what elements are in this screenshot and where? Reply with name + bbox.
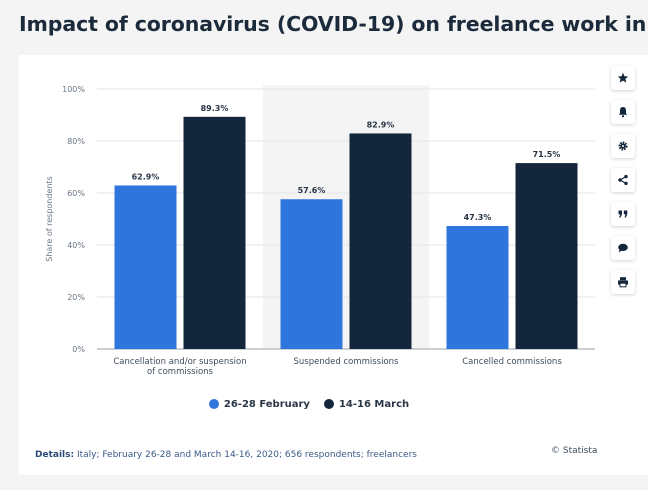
x-tick-label: Cancellation and/or suspension [113, 357, 246, 367]
cite-button[interactable] [611, 202, 635, 226]
comment-icon [618, 243, 628, 253]
bar [280, 199, 343, 349]
x-tick-label: Cancelled commissions [462, 357, 562, 367]
y-tick-label: 80% [67, 137, 85, 146]
notification-button[interactable] [611, 100, 635, 124]
data-label: 47.3% [464, 213, 492, 222]
y-tick-label: 20% [67, 293, 85, 302]
data-label: 89.3% [201, 104, 229, 113]
data-label: 82.9% [367, 120, 395, 129]
share-button[interactable] [611, 168, 635, 192]
print-icon [618, 277, 628, 288]
bar [446, 226, 509, 349]
comment-button[interactable] [611, 236, 635, 260]
quote-icon [618, 210, 628, 218]
legend-label-series-1: 26-28 February [223, 398, 310, 410]
x-tick-label: Suspended commissions [294, 357, 400, 367]
chart-legend: 26-28 February 14-16 March [19, 396, 599, 412]
details-label: Details: [35, 450, 75, 460]
bar [183, 116, 246, 349]
y-tick-label: 0% [72, 345, 85, 354]
bar [515, 163, 578, 349]
print-button[interactable] [611, 270, 635, 294]
legend-marker-series-2 [323, 399, 334, 409]
data-label: 71.5% [533, 150, 561, 159]
details-text[interactable]: Italy; February 26-28 and March 14-16, 2… [76, 450, 417, 460]
star-icon [617, 72, 629, 83]
source-details: Details: Italy; February 26-28 and March… [35, 450, 417, 460]
legend-item-series-2[interactable]: 14-16 March [323, 398, 410, 410]
x-tick-label: of commissions [147, 367, 213, 377]
y-tick-label: 100% [62, 85, 85, 94]
data-label: 62.9% [132, 172, 160, 181]
legend-marker-series-1 [208, 399, 219, 409]
data-label: 57.6% [298, 186, 326, 195]
gear-icon [618, 141, 628, 151]
bar [114, 185, 177, 349]
side-toolbar [599, 55, 648, 475]
y-axis-label: Share of respondents [45, 176, 54, 262]
page-title: Impact of coronavirus (COVID-19) on free… [19, 12, 648, 36]
bar [349, 133, 412, 349]
y-tick-label: 60% [67, 189, 85, 198]
copyright-text[interactable]: © Statista 2020 [551, 446, 624, 456]
legend-item-series-1[interactable]: 26-28 February [208, 398, 310, 410]
legend-label-series-2: 14-16 March [338, 398, 410, 410]
y-tick-label: 40% [67, 241, 85, 250]
share-icon [618, 174, 628, 186]
favorite-button[interactable] [611, 66, 635, 90]
bell-icon [618, 107, 628, 118]
bar-chart: 0% 20% 40% 60% 80% 100% Share of respondents 62… [45, 85, 595, 377]
settings-button[interactable] [611, 134, 635, 158]
